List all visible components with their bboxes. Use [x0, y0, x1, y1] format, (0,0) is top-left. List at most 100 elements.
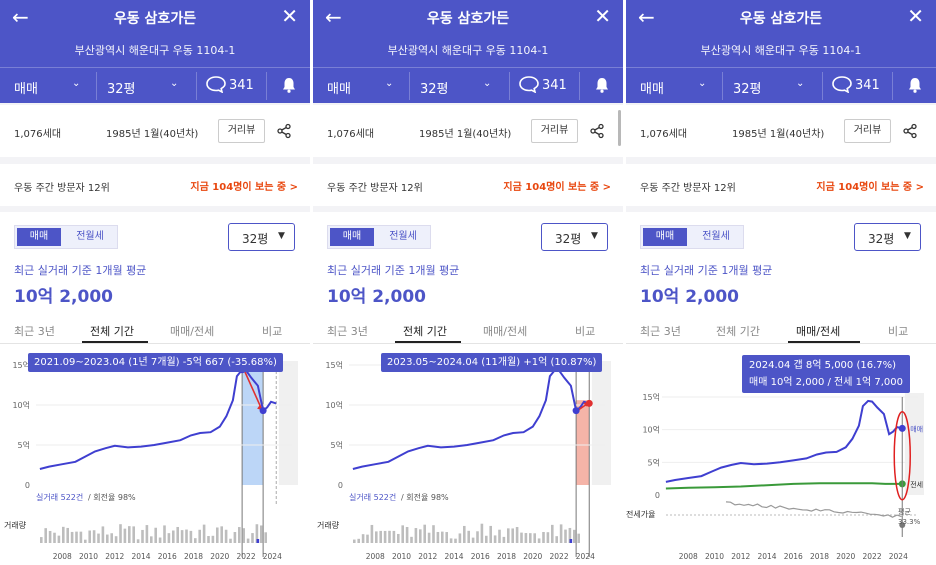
y-tick-label: 10억: [12, 400, 30, 410]
close-icon[interactable]: ✕: [594, 4, 611, 28]
live-viewers-link[interactable]: 지금 104명이 보는 중 >: [503, 182, 611, 193]
street-view-button[interactable]: 거리뷰: [844, 119, 891, 143]
household-count: 1,076세대: [14, 129, 62, 140]
volume-bar: [366, 534, 369, 543]
size-select[interactable]: 32평 ▼: [228, 223, 295, 251]
complex-info-row: 1,076세대 1985년 1월(40년차) 거리뷰: [0, 105, 310, 157]
segment-sale[interactable]: 매매: [643, 228, 687, 246]
deal-count: 실거래 522건: [36, 492, 83, 502]
screen-panel-3: ← 우동 삼호가든 ✕ 부산광역시 해운대구 우동 1104-1 매매 ⌄ 32…: [626, 0, 936, 565]
tab-all-period[interactable]: 전체 기간: [403, 325, 447, 338]
volume-bar: [405, 527, 409, 543]
sale-current-point: [898, 424, 906, 432]
volume-bar: [485, 535, 488, 543]
visitor-row[interactable]: 우동 주간 방문자 12위 지금 104명이 보는 중 >: [626, 164, 936, 206]
street-view-button[interactable]: 거리뷰: [531, 119, 578, 143]
volume-bar: [463, 525, 466, 543]
tab-all-period[interactable]: 전체 기간: [716, 325, 760, 338]
segment-rent[interactable]: 전월세: [702, 231, 730, 242]
share-icon[interactable]: [276, 123, 292, 139]
header: ← 우동 삼호가든 ✕ 부산광역시 해운대구 우동 1104-1 매매 ⌄ 32…: [313, 0, 623, 103]
volume-bar: [524, 533, 528, 543]
volume-bar: [150, 536, 153, 543]
live-viewers-link[interactable]: 지금 104명이 보는 중 >: [816, 182, 924, 193]
tab-sale-jeonse[interactable]: 매매/전세: [796, 325, 841, 338]
share-icon[interactable]: [902, 123, 918, 139]
x-tick-label: 2018: [497, 552, 516, 561]
share-icon[interactable]: [589, 123, 605, 139]
tab-compare[interactable]: 비교: [575, 325, 596, 338]
tab-sale-jeonse[interactable]: 매매/전세: [483, 325, 528, 338]
segment-sale[interactable]: 매매: [17, 228, 61, 246]
trade-segment-control: 매매 전월세: [640, 225, 744, 249]
size-dropdown[interactable]: 32평: [733, 82, 762, 97]
volume-bar: [176, 526, 179, 543]
volume-bar: [555, 536, 558, 543]
volume-bar: [414, 528, 418, 543]
trade-type-dropdown[interactable]: 매매: [14, 82, 38, 97]
comment-count[interactable]: 341: [229, 78, 254, 93]
bell-icon[interactable]: [906, 76, 924, 94]
x-tick-label: 2012: [418, 552, 437, 561]
volume-bar: [172, 530, 175, 543]
segment-rent[interactable]: 전월세: [389, 231, 417, 242]
close-icon[interactable]: ✕: [281, 4, 298, 28]
comment-icon[interactable]: [205, 75, 227, 93]
sale-series-label: 매매: [910, 425, 923, 433]
built-year: 1985년 1월(40년차): [419, 129, 512, 140]
tab-compare[interactable]: 비교: [262, 325, 283, 338]
price-chart[interactable]: 0 5억 10억 15억 실거래 522건 / 회전율 98% 거래량 2008 2010 20…: [313, 345, 623, 565]
tab-compare[interactable]: 비교: [888, 325, 909, 338]
bell-icon[interactable]: [280, 76, 298, 94]
comment-icon[interactable]: [518, 75, 540, 93]
volume-bar: [397, 533, 400, 543]
tab-recent-3y[interactable]: 최근 3년: [640, 325, 681, 338]
size-select[interactable]: 32평 ▼: [541, 223, 608, 251]
visitor-row[interactable]: 우동 주간 방문자 12위 지금 104명이 보는 중 >: [313, 164, 623, 206]
volume-bar: [507, 528, 510, 543]
street-view-button[interactable]: 거리뷰: [218, 119, 265, 143]
back-arrow-icon[interactable]: ←: [325, 5, 342, 29]
complex-info-row: 1,076세대 1985년 1월(40년차) 거리뷰: [313, 105, 623, 157]
bell-icon[interactable]: [593, 76, 611, 94]
ratio-average-value: 33.3%: [898, 518, 921, 526]
visitor-row[interactable]: 우동 주간 방문자 12위 지금 104명이 보는 중 >: [0, 164, 310, 206]
ratio-current-point: [899, 522, 906, 528]
comment-count[interactable]: 341: [855, 78, 880, 93]
turnover-rate: / 회전율 98%: [401, 492, 449, 502]
close-icon[interactable]: ✕: [907, 4, 924, 28]
trade-type-dropdown[interactable]: 매매: [640, 82, 664, 97]
chevron-down-icon: ⌄: [698, 78, 707, 89]
volume-bar: [573, 529, 576, 543]
tab-all-period[interactable]: 전체 기간: [90, 325, 134, 338]
comment-icon[interactable]: [831, 75, 853, 93]
comment-count[interactable]: 341: [542, 78, 567, 93]
x-tick-label: 2010: [392, 552, 411, 561]
price-chart[interactable]: 0 5억 10억 15억 매매 전세 전세가율 평균 33.3% 2008 2010 2012 2014…: [626, 345, 936, 565]
volume-bar: [163, 525, 166, 543]
volume-bar: [106, 534, 109, 543]
size-dropdown[interactable]: 32평: [107, 82, 136, 97]
live-viewers-link[interactable]: 지금 104명이 보는 중 >: [190, 182, 298, 193]
size-dropdown[interactable]: 32평: [420, 82, 449, 97]
volume-bar: [568, 527, 572, 543]
price-section: 매매 전월세 32평 ▼ 최근 실거래 기준 1개월 평균 10억 2,000 …: [626, 212, 936, 565]
back-arrow-icon[interactable]: ←: [638, 5, 655, 29]
volume-bar: [375, 531, 378, 543]
back-arrow-icon[interactable]: ←: [12, 5, 29, 29]
tab-sale-jeonse[interactable]: 매매/전세: [170, 325, 215, 338]
segment-rent[interactable]: 전월세: [76, 231, 104, 242]
segment-sale[interactable]: 매매: [330, 228, 374, 246]
volume-bar: [419, 529, 422, 543]
volume-bar: [180, 530, 184, 543]
chevron-down-icon: ⌄: [170, 78, 179, 89]
tab-recent-3y[interactable]: 최근 3년: [14, 325, 55, 338]
price-chart[interactable]: 0 5억 10억 15억 실거래 522건 / 회전율 98% 거래량 2008 2010 20…: [0, 345, 310, 565]
scrollbar[interactable]: [618, 110, 621, 146]
tab-recent-3y[interactable]: 최근 3년: [327, 325, 368, 338]
trade-type-dropdown[interactable]: 매매: [327, 82, 351, 97]
size-select[interactable]: 32평 ▼: [854, 223, 921, 251]
